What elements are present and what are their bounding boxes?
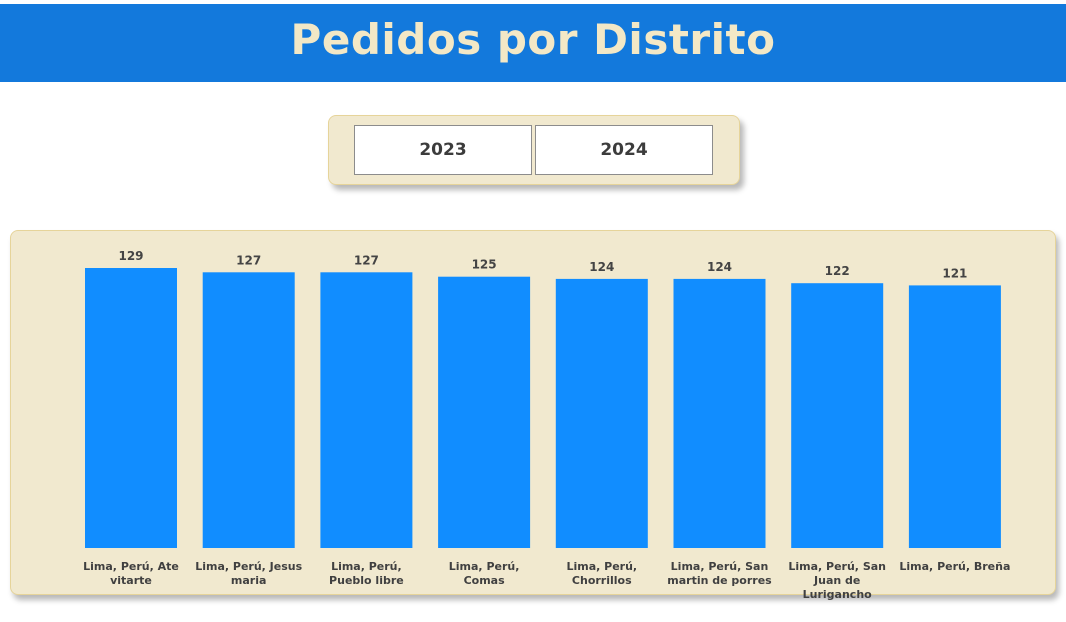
bar[interactable] — [438, 276, 531, 548]
category-label: Lima, Perú, Jesus maria — [195, 560, 303, 587]
category-label: Lima, Perú, Breña — [899, 560, 1011, 573]
bar[interactable] — [673, 278, 766, 548]
bar[interactable] — [791, 283, 884, 548]
bar-value-label: 125 — [472, 258, 497, 272]
year-2023-button[interactable]: 2023 — [354, 125, 532, 175]
category-label: Lima, Perú, Pueblo libre — [329, 560, 404, 587]
bar-value-label: 122 — [825, 264, 850, 278]
page-title: Pedidos por Distrito — [290, 14, 776, 64]
bar[interactable] — [85, 268, 177, 548]
bar-value-label: 127 — [236, 253, 261, 267]
bar-chart-panel: 129 127 127 125 124 124 122 121 Lima, Perú, Ate… — [10, 230, 1056, 601]
bar-value-label: 124 — [589, 260, 614, 274]
bar-chart: 129 127 127 125 124 124 122 121 — [85, 249, 1001, 548]
category-label: Lima, Perú, Chorrillos — [566, 560, 638, 587]
bar[interactable] — [908, 285, 1001, 548]
bar-value-label: 127 — [354, 253, 379, 267]
year-filter-panel: 2023 2024 — [328, 115, 740, 185]
bar-value-label: 121 — [942, 266, 967, 280]
bar-value-label: 124 — [707, 260, 732, 274]
year-2024-button[interactable]: 2024 — [535, 125, 713, 175]
category-label: Lima, Perú, Ate vitarte — [83, 560, 179, 587]
bar[interactable] — [202, 272, 295, 548]
category-label: Lima, Perú, San martin de porres — [667, 560, 772, 587]
bar[interactable] — [555, 278, 648, 548]
title-banner: Pedidos por Distrito — [0, 4, 1066, 82]
bar-value-label: 129 — [118, 249, 143, 263]
category-label: Lima, Perú, Comas — [448, 560, 520, 587]
bar[interactable] — [320, 272, 413, 548]
category-label: Lima, Perú, San Juan de Lurigancho — [788, 560, 886, 601]
